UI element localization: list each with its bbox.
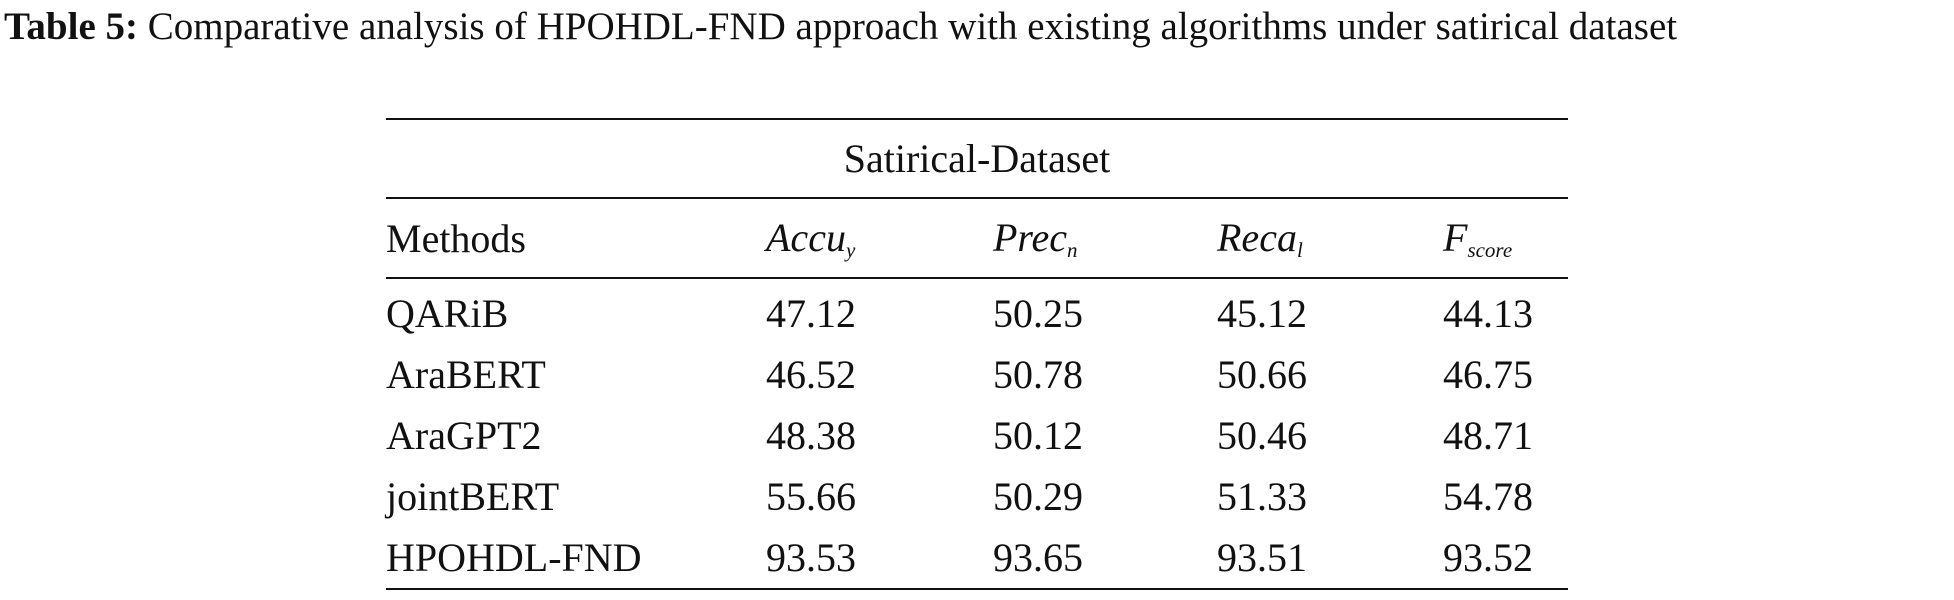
accuracy-cell: 47.12 — [766, 291, 856, 336]
recall-cell: 45.12 — [1217, 291, 1307, 336]
accuracy-cell: 46.52 — [766, 352, 856, 397]
column-header-row: Methods Accuy Precn Recal Fscore — [386, 198, 1568, 279]
recall-cell: 50.66 — [1217, 352, 1307, 397]
table-row: HPOHDL-FND 93.53 93.65 93.51 93.52 — [386, 527, 1568, 589]
column-header-fscore: Fscore — [1443, 198, 1568, 279]
table-row: AraGPT2 48.38 50.12 50.46 48.71 — [386, 405, 1568, 466]
precision-cell: 93.65 — [993, 535, 1083, 580]
column-header-recall: Recal — [1217, 198, 1443, 279]
group-header-row: Satirical-Dataset — [386, 119, 1568, 199]
accuracy-cell: 93.53 — [766, 535, 856, 580]
method-cell: AraGPT2 — [386, 413, 542, 458]
column-header-precision: Precn — [993, 198, 1217, 279]
caption-text: Comparative analysis of HPOHDL-FND appro… — [147, 5, 1678, 48]
method-cell: AraBERT — [386, 352, 546, 397]
table-row: AraBERT 46.52 50.78 50.66 46.75 — [386, 344, 1568, 405]
method-cell: jointBERT — [386, 474, 560, 519]
column-header-methods: Methods — [386, 198, 766, 279]
group-header: Satirical-Dataset — [386, 119, 1568, 199]
table-row: jointBERT 55.66 50.29 51.33 54.78 — [386, 466, 1568, 527]
method-cell: HPOHDL-FND — [386, 535, 642, 580]
accuracy-cell: 55.66 — [766, 474, 856, 519]
precision-cell: 50.25 — [993, 291, 1083, 336]
method-cell: QARiB — [386, 291, 509, 336]
caption-label: Table 5: — [4, 5, 139, 48]
precision-cell: 50.78 — [993, 352, 1083, 397]
fscore-cell: 48.71 — [1443, 413, 1533, 458]
table-row: QARiB 47.12 50.25 45.12 44.13 — [386, 278, 1568, 344]
column-header-accuracy: Accuy — [766, 198, 993, 279]
precision-cell: 50.12 — [993, 413, 1083, 458]
recall-cell: 50.46 — [1217, 413, 1307, 458]
fscore-cell: 93.52 — [1443, 535, 1533, 580]
results-table: Satirical-Dataset Methods Accuy Precn Re… — [386, 118, 1568, 590]
fscore-cell: 54.78 — [1443, 474, 1533, 519]
recall-cell: 51.33 — [1217, 474, 1307, 519]
fscore-cell: 44.13 — [1443, 291, 1533, 336]
precision-cell: 50.29 — [993, 474, 1083, 519]
results-table-container: Satirical-Dataset Methods Accuy Precn Re… — [386, 118, 1568, 590]
table-caption: Table 5: Comparative analysis of HPOHDL-… — [4, 4, 1950, 50]
fscore-cell: 46.75 — [1443, 352, 1533, 397]
accuracy-cell: 48.38 — [766, 413, 856, 458]
recall-cell: 93.51 — [1217, 535, 1307, 580]
